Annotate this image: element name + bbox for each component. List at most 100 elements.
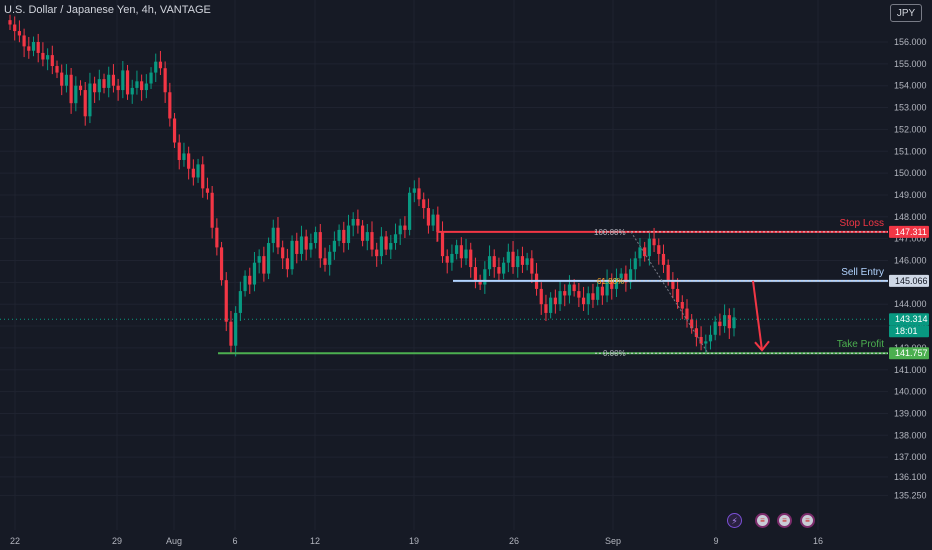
take-profit-label: Take Profit	[837, 339, 884, 350]
candle	[610, 280, 614, 289]
candle	[290, 240, 294, 270]
candle	[266, 243, 271, 274]
candle	[140, 81, 144, 91]
x-tick-label: Sep	[605, 536, 621, 546]
x-tick-label: 19	[409, 536, 419, 546]
candle	[586, 293, 590, 305]
price-badge	[889, 225, 929, 238]
x-tick-label: 16	[813, 536, 823, 546]
candle	[196, 164, 200, 178]
candle	[102, 79, 106, 88]
candle	[591, 293, 595, 300]
candle	[445, 256, 449, 263]
candle	[93, 83, 97, 93]
candle	[201, 164, 205, 189]
candle	[154, 61, 158, 73]
y-tick-label: 152.000	[894, 124, 927, 134]
x-tick-label: 12	[310, 536, 320, 546]
candle	[563, 291, 567, 296]
candle	[722, 315, 727, 327]
price-badge-text: 18:01	[895, 326, 918, 336]
candle	[346, 225, 351, 244]
candle	[262, 256, 266, 274]
candle	[614, 277, 619, 289]
candle	[365, 232, 369, 241]
candle	[257, 256, 261, 263]
currency-button[interactable]: JPY	[890, 4, 922, 22]
candle	[732, 317, 736, 329]
candle	[46, 55, 50, 60]
y-tick-label: 147.000	[894, 234, 927, 244]
candle	[60, 72, 64, 86]
candle	[680, 302, 684, 309]
candle	[577, 291, 581, 298]
candle	[78, 85, 83, 91]
candle	[384, 236, 388, 250]
candle	[149, 72, 153, 84]
candle	[158, 61, 163, 69]
x-tick-label: 29	[112, 536, 122, 546]
candle	[130, 87, 134, 95]
candle	[313, 232, 318, 244]
us-flag-event-icon[interactable]: ≡	[777, 513, 792, 528]
candle	[393, 234, 398, 244]
candle	[22, 35, 26, 47]
candle	[163, 68, 167, 93]
candle	[107, 74, 111, 88]
candle	[539, 288, 543, 305]
candle	[624, 273, 628, 283]
candle	[177, 142, 181, 160]
candle	[727, 315, 731, 329]
overlays-layer: Stop Loss Sell Entry Take Profit 100.00%…	[0, 218, 888, 358]
candle	[657, 245, 661, 254]
candle	[187, 153, 191, 169]
candle	[638, 247, 642, 259]
candle	[144, 83, 148, 91]
y-tick-label: 136.100	[894, 472, 927, 482]
candle	[520, 256, 525, 265]
candle	[549, 297, 553, 313]
candle	[125, 70, 130, 95]
candle	[295, 240, 299, 254]
price-axis[interactable]: 156.000 155.000 154.000 153.000 152.000 151.0…	[894, 37, 927, 500]
y-tick-label: 148.000	[894, 212, 927, 222]
y-tick-label: 155.000	[894, 59, 927, 69]
candle	[172, 118, 177, 143]
candle	[27, 46, 31, 51]
candle	[276, 227, 280, 248]
fib-0-label: 0.00%	[603, 349, 626, 358]
sell-arrow	[752, 280, 770, 352]
candle	[497, 267, 501, 274]
candle	[558, 291, 562, 305]
us-flag-event-icon[interactable]: ≡	[800, 513, 815, 528]
candle	[408, 192, 412, 230]
candle	[647, 238, 651, 257]
candle	[248, 275, 252, 285]
candle	[455, 245, 459, 254]
candle	[469, 249, 473, 268]
stop-loss-label: Stop Loss	[840, 218, 884, 229]
us-flag-event-icon[interactable]: ≡	[755, 513, 770, 528]
candle	[572, 284, 576, 292]
candle	[243, 275, 247, 292]
candle	[694, 328, 698, 337]
event-bolt-icon[interactable]: ⚡	[727, 513, 742, 528]
candle	[525, 258, 529, 265]
candle	[506, 251, 510, 263]
time-axis[interactable]: 22 29 Aug 6 12 19 26 Sep 9 16	[10, 536, 823, 546]
candle	[426, 208, 431, 226]
candle	[328, 251, 332, 265]
candle	[17, 31, 22, 36]
candle	[440, 232, 445, 257]
candle	[299, 236, 304, 254]
y-tick-label: 137.000	[894, 452, 927, 462]
candle	[483, 269, 487, 285]
price-badge	[889, 274, 929, 287]
candle	[215, 227, 219, 248]
price-badge	[889, 325, 929, 338]
x-tick-label: 9	[713, 536, 718, 546]
candle	[360, 225, 365, 241]
candle	[713, 321, 717, 335]
candle	[168, 92, 172, 119]
